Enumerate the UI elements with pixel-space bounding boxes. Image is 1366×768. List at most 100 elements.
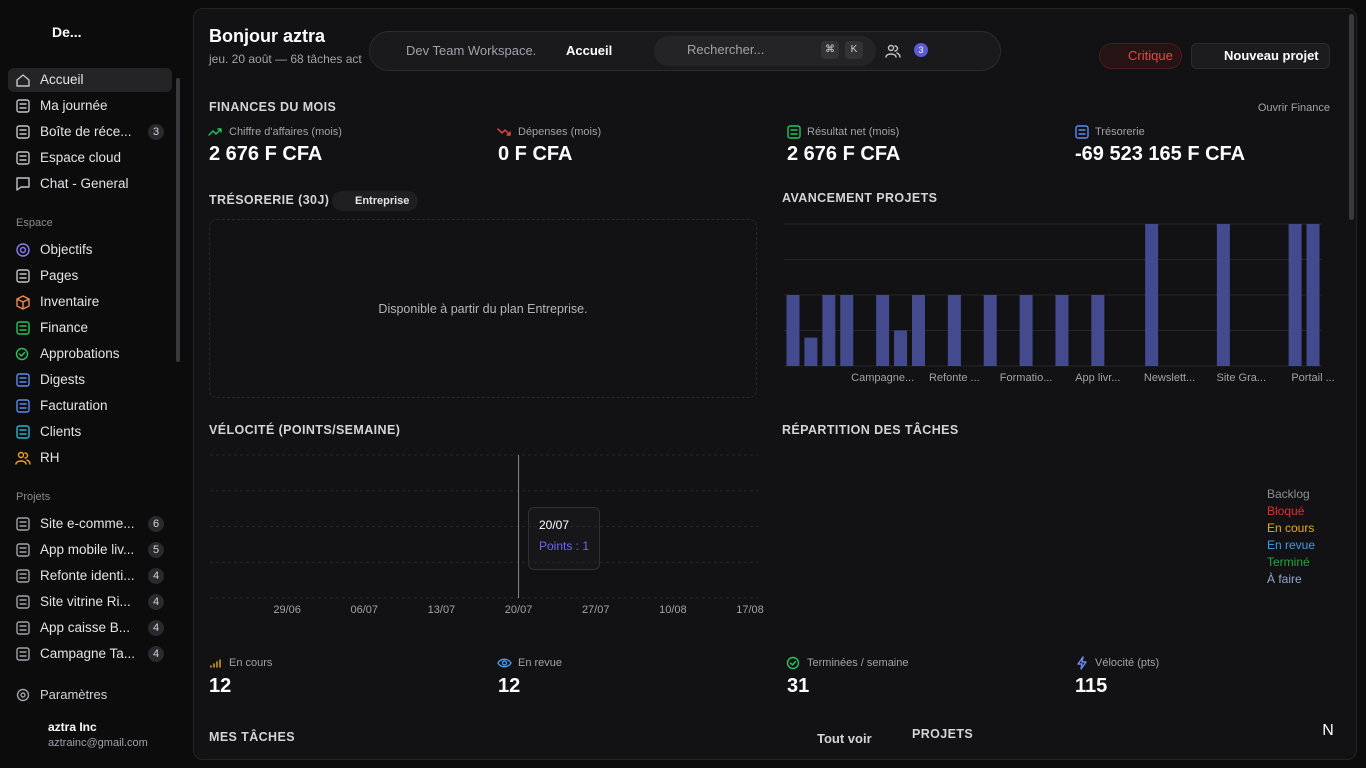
badge-count: 4 bbox=[152, 570, 160, 582]
nav-label: Clients bbox=[40, 424, 82, 439]
key-label: K bbox=[850, 44, 858, 55]
alert-label[interactable]: Critique bbox=[1128, 48, 1173, 63]
badge-count: 4 bbox=[152, 648, 160, 660]
stat-label: En cours bbox=[229, 657, 273, 669]
search-box[interactable] bbox=[654, 36, 876, 66]
icon-part bbox=[16, 688, 30, 702]
stat-label: Vélocité (pts) bbox=[1095, 657, 1160, 669]
kpi-label: Dépenses (mois) bbox=[518, 126, 602, 138]
badge bbox=[148, 124, 164, 140]
badge bbox=[148, 568, 164, 584]
kpi-label: Résultat net (mois) bbox=[807, 126, 900, 138]
chart-title: AVANCEMENT PROJETS bbox=[782, 191, 938, 205]
kpi-label: Chiffre d'affaires (mois) bbox=[229, 126, 342, 138]
icon-part bbox=[20, 692, 26, 698]
scrollbar bbox=[1349, 14, 1354, 220]
nav-label: Ma journée bbox=[40, 98, 108, 113]
user-email: aztrainc@gmail.com bbox=[48, 737, 148, 749]
nav-label: Site e-comme... bbox=[40, 516, 135, 531]
tooltip-title: 20/07 bbox=[539, 518, 570, 532]
nav-label: Site vitrine Ri... bbox=[40, 594, 131, 609]
key bbox=[845, 41, 863, 59]
user-name: aztra Inc bbox=[48, 720, 97, 734]
new-project-button[interactable] bbox=[1191, 43, 1330, 69]
see-all-link[interactable]: Tout voir bbox=[817, 731, 872, 746]
plan-badge bbox=[332, 191, 418, 211]
nav-label: Digests bbox=[40, 372, 86, 387]
section-title: FINANCES DU MOIS bbox=[209, 100, 337, 114]
nav-label: Facturation bbox=[40, 398, 108, 413]
stat-label: En revue bbox=[518, 657, 563, 669]
section-title: TRÉSORERIE (30J) bbox=[209, 193, 330, 207]
breadcrumb-item[interactable]: Dev Team Workspace. bbox=[406, 43, 537, 58]
nav-label: App caisse B... bbox=[40, 620, 131, 635]
breadcrumb-current: Accueil bbox=[566, 43, 613, 58]
nav-label: Campagne Ta... bbox=[40, 646, 136, 661]
badge bbox=[148, 646, 164, 662]
nav-item[interactable] bbox=[8, 316, 172, 340]
stat-value: 12 bbox=[498, 675, 521, 697]
badge-count: 3 bbox=[152, 126, 160, 138]
nav-label: Boîte de réce... bbox=[40, 124, 132, 139]
nav-item[interactable] bbox=[8, 368, 172, 392]
tooltip-value: Points : 1 bbox=[539, 539, 590, 553]
nav-label: Approbations bbox=[40, 346, 120, 361]
badge bbox=[148, 594, 164, 610]
badge-count: 4 bbox=[152, 596, 160, 608]
badge-count: 4 bbox=[152, 622, 160, 634]
settings-link[interactable]: Paramètres bbox=[40, 687, 108, 702]
nav-label: RH bbox=[40, 450, 60, 465]
badge bbox=[148, 516, 164, 532]
badge bbox=[148, 620, 164, 636]
chart-title: RÉPARTITION DES TÂCHES bbox=[782, 423, 959, 437]
stat-value: 12 bbox=[209, 675, 232, 697]
badge-count: 5 bbox=[152, 544, 160, 556]
section-title: MES TÂCHES bbox=[209, 730, 295, 744]
nav-label: Chat - General bbox=[40, 176, 129, 191]
workspace-name[interactable]: De... bbox=[52, 24, 82, 40]
kpi-value: 2 676 F CFA bbox=[787, 143, 901, 165]
nav-item[interactable] bbox=[8, 446, 172, 470]
nav-label: App mobile liv... bbox=[40, 542, 135, 557]
section-heading: Espace bbox=[16, 217, 53, 229]
main-panel bbox=[193, 8, 1357, 760]
kpi-value: 0 F CFA bbox=[498, 143, 573, 165]
nav-label: Refonte identi... bbox=[40, 568, 135, 583]
search-placeholder[interactable]: Rechercher... bbox=[687, 42, 765, 57]
badge bbox=[148, 542, 164, 558]
notification-count: 3 bbox=[918, 45, 924, 55]
stat-value: 115 bbox=[1075, 675, 1108, 697]
subtitle: jeu. 20 août — 68 tâches act bbox=[209, 52, 362, 66]
plan-badge-label: Entreprise bbox=[355, 195, 410, 207]
placeholder-message: Disponible à partir du plan Entreprise. bbox=[378, 302, 588, 316]
sidebar-scrollbar bbox=[176, 78, 180, 362]
kpi-label: Trésorerie bbox=[1095, 126, 1145, 138]
greeting: Bonjour aztra bbox=[209, 26, 326, 46]
finance-link[interactable]: Ouvrir Finance bbox=[1257, 102, 1330, 114]
nav-item[interactable] bbox=[8, 420, 172, 444]
nav-label: Finance bbox=[40, 320, 89, 335]
stat-value: 31 bbox=[787, 675, 810, 697]
new-project-label[interactable]: Nouveau projet bbox=[1224, 48, 1319, 63]
section-heading: Projets bbox=[16, 491, 51, 503]
nav-item[interactable] bbox=[8, 264, 172, 288]
tooltip bbox=[528, 507, 600, 570]
stat-label: Terminées / semaine bbox=[807, 657, 909, 669]
treasury-placeholder bbox=[209, 219, 757, 398]
kpi-value: 2 676 F CFA bbox=[209, 143, 323, 165]
nav-label: Objectifs bbox=[40, 242, 93, 257]
nav-label: Accueil bbox=[40, 72, 84, 87]
key bbox=[821, 41, 839, 59]
section-title: PROJETS bbox=[912, 727, 974, 741]
critique-button[interactable] bbox=[1099, 43, 1182, 69]
key-label: ⌘ bbox=[825, 44, 835, 55]
kpi-value: -69 523 165 F CFA bbox=[1075, 143, 1246, 165]
nav-label: Pages bbox=[40, 268, 79, 283]
notification-badge[interactable] bbox=[914, 43, 928, 57]
chart-title: VÉLOCITÉ (POINTS/SEMAINE) bbox=[209, 423, 401, 437]
nav-item[interactable] bbox=[8, 68, 172, 92]
icon bbox=[16, 688, 30, 702]
nav-label: Espace cloud bbox=[40, 150, 122, 165]
nav-label: Inventaire bbox=[40, 294, 100, 309]
